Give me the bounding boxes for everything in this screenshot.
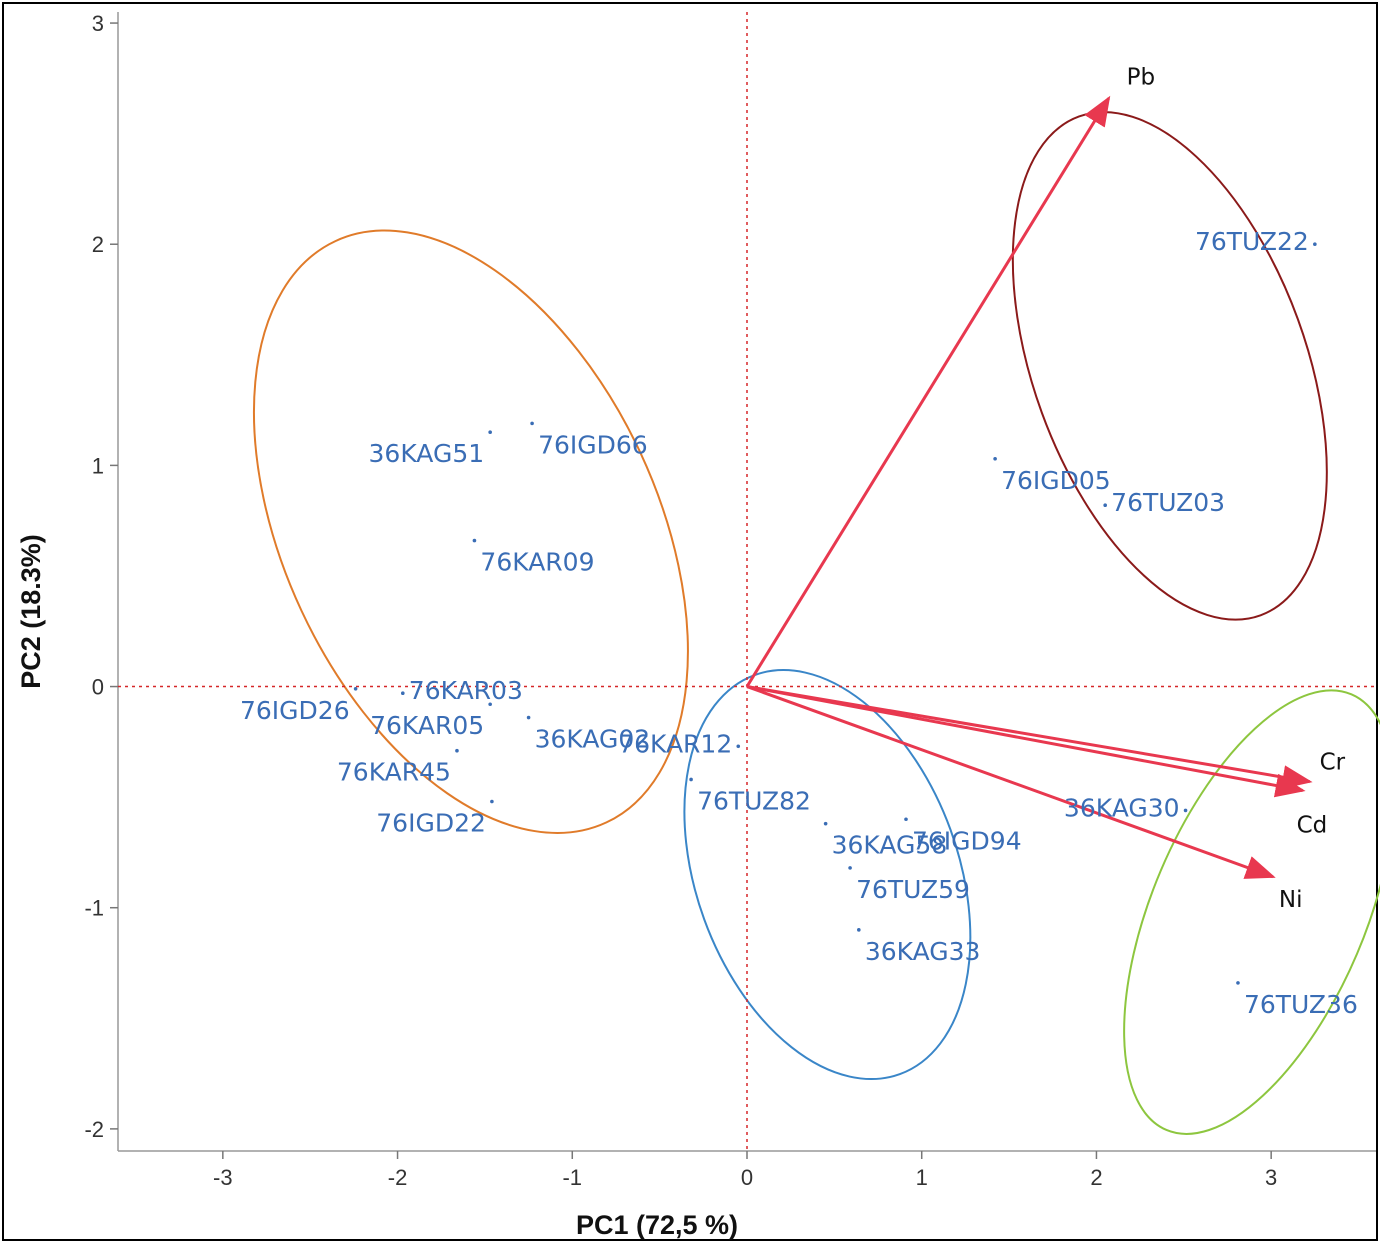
y-tick-label: -1 — [84, 896, 104, 921]
point-label: 36KAG51 — [369, 439, 485, 468]
cluster-ellipse — [1123, 689, 1380, 1135]
x-tick-label: -1 — [562, 1165, 582, 1190]
data-point — [857, 928, 861, 932]
data-point — [1313, 242, 1317, 247]
point-label: 76TUZ82 — [697, 786, 811, 815]
y-tick-label: 2 — [92, 232, 104, 257]
data-point — [490, 799, 494, 804]
y-axis-title: PC2 (18.3%) — [16, 534, 46, 689]
point-label: 76TUZ22 — [1195, 227, 1309, 256]
loading-vector-pb — [745, 95, 1111, 688]
data-point — [1236, 981, 1240, 985]
point-label: 76IGD05 — [1001, 466, 1111, 495]
data-point — [689, 777, 693, 782]
vector-label-pb: Pb — [1127, 64, 1155, 90]
point-label: 36KAG58 — [832, 831, 948, 860]
cluster-ellipse — [252, 229, 689, 834]
data-point — [488, 702, 492, 707]
x-tick-label: 0 — [741, 1165, 753, 1190]
vector-label-ni: Ni — [1279, 887, 1303, 913]
point-label: 76TUZ59 — [856, 875, 970, 904]
data-point — [526, 715, 531, 720]
loading-vector-cr — [746, 685, 1313, 789]
y-tick-label: -2 — [84, 1117, 104, 1142]
data-point — [1183, 808, 1188, 813]
cluster-ellipse — [1011, 111, 1328, 621]
point-label: 36KAG30 — [1064, 793, 1180, 822]
data-point — [455, 748, 459, 753]
vector-label-cr: Cr — [1320, 750, 1346, 776]
point-label: 36KAG02 — [535, 725, 651, 754]
point-label: 76KAR09 — [480, 548, 594, 577]
data-point — [904, 817, 908, 822]
point-label: 76TUZ36 — [1244, 990, 1358, 1019]
x-tick-label: 1 — [916, 1165, 928, 1190]
data-point — [488, 430, 492, 435]
data-point — [472, 538, 477, 543]
data-point — [530, 421, 534, 426]
point-label: 76KAR03 — [409, 676, 523, 705]
vector-label-cd: Cd — [1297, 813, 1328, 839]
data-point — [993, 456, 997, 461]
point-label: 76IGD66 — [538, 430, 648, 459]
y-tick-label: 3 — [92, 11, 104, 36]
data-point — [823, 821, 828, 826]
point-label: 76TUZ03 — [1111, 488, 1225, 517]
loading-vector-cd — [746, 685, 1306, 798]
data-point — [400, 691, 405, 695]
data-point — [353, 686, 358, 691]
point-label: 76IGD94 — [912, 826, 1022, 855]
point-label: 76IGD22 — [376, 809, 486, 838]
y-tick-label: 1 — [92, 453, 104, 478]
loading-vector-ni — [746, 685, 1276, 879]
data-point — [1103, 503, 1107, 507]
data-point — [848, 866, 852, 870]
x-axis-title: PC1 (72,5 %) — [576, 1210, 738, 1240]
pca-biplot: -3 -2 -1 0 1 2 3 -2 -1 0 1 2 3 PC1 (72,5 %) PC2 (18.3%… — [16, 11, 1380, 1240]
y-tick-label: 0 — [92, 675, 104, 700]
data-point — [736, 744, 741, 749]
point-label: 76IGD26 — [240, 696, 350, 725]
x-tick-label: -3 — [213, 1165, 233, 1190]
point-label: 76KAR45 — [337, 758, 451, 787]
x-tick-label: 3 — [1265, 1165, 1277, 1190]
x-tick-label: -2 — [388, 1165, 408, 1190]
point-label: 76KAR12 — [618, 729, 732, 758]
x-tick-label: 2 — [1090, 1165, 1102, 1190]
point-label: 76KAR05 — [370, 711, 484, 740]
point-label: 36KAG33 — [865, 937, 981, 966]
